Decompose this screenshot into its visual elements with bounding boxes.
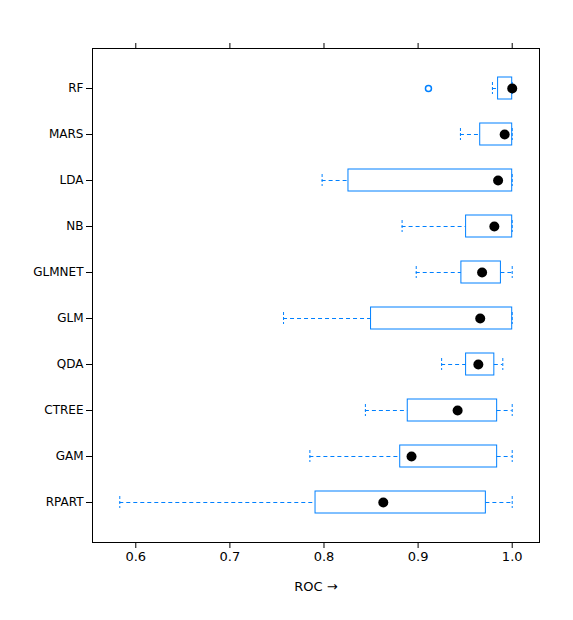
svg-text:RF: RF [68, 81, 83, 95]
svg-text:NB: NB [66, 219, 83, 233]
svg-text:MARS: MARS [49, 127, 84, 141]
svg-text:GAM: GAM [56, 449, 84, 463]
svg-text:ROC →: ROC → [294, 579, 337, 594]
svg-text:0.8: 0.8 [314, 549, 335, 564]
svg-text:0.9: 0.9 [408, 549, 429, 564]
svg-text:RPART: RPART [46, 495, 84, 509]
svg-text:1.0: 1.0 [502, 549, 523, 564]
svg-text:0.7: 0.7 [220, 549, 241, 564]
svg-text:0.6: 0.6 [125, 549, 146, 564]
svg-text:GLMNET: GLMNET [33, 265, 84, 279]
svg-text:QDA: QDA [57, 357, 84, 371]
svg-text:CTREE: CTREE [44, 403, 83, 417]
svg-text:GLM: GLM [57, 311, 83, 325]
svg-text:LDA: LDA [60, 173, 85, 187]
